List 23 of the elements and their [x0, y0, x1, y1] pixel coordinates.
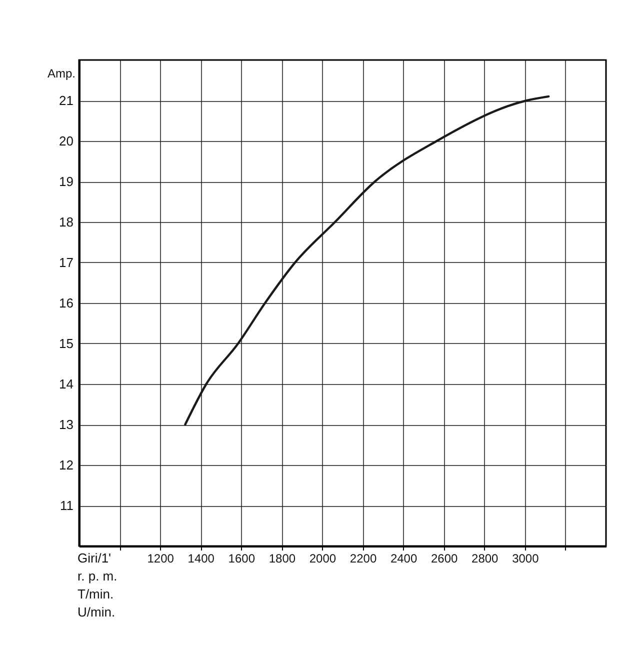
y-tick-label: 11: [60, 498, 74, 513]
y-tick-label: 21: [59, 93, 74, 108]
x-tick-label: 1200: [147, 552, 174, 566]
x-tick-label: 2200: [350, 552, 377, 566]
y-tick-label: 15: [59, 336, 74, 351]
x-tick-label: 2000: [309, 552, 336, 566]
y-tick-label: 12: [59, 458, 74, 472]
x-axis-title: Giri/1' r. p. m. T/min. U/min.: [78, 550, 118, 620]
x-tick-label: 2800: [472, 552, 499, 566]
y-tick-label: 18: [59, 214, 74, 230]
x-tick-label: 2600: [430, 552, 458, 566]
y-tick-label: 17: [59, 255, 74, 270]
y-tick-label: 13: [59, 417, 74, 432]
y-tick-label: 19: [59, 174, 74, 189]
x-tick-label: 1600: [228, 552, 256, 566]
y-axis-title: Amp.: [47, 66, 76, 80]
y-tick-label: 20: [59, 134, 74, 148]
x-tick-label: 3000: [512, 552, 540, 566]
x-tick-label: 2400: [390, 552, 418, 566]
y-tick-label: 16: [59, 296, 74, 310]
y-tick-label: 14: [59, 376, 74, 392]
x-tick-label: 1800: [268, 552, 296, 566]
x-tick-label: 1400: [188, 552, 215, 566]
